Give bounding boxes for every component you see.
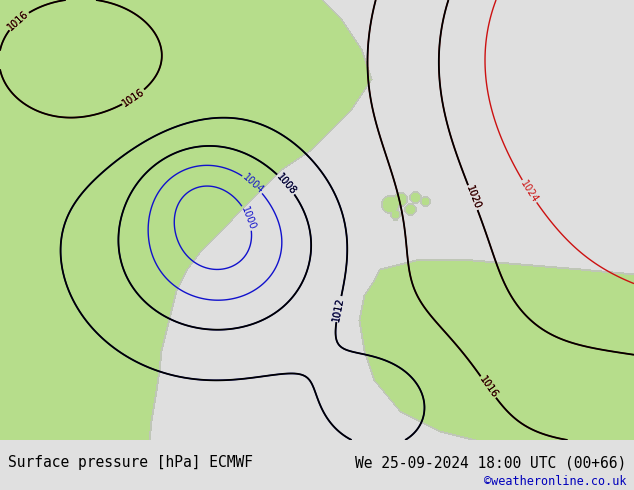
Text: We 25-09-2024 18:00 UTC (00+66): We 25-09-2024 18:00 UTC (00+66)	[355, 455, 626, 470]
Text: 1016: 1016	[6, 9, 31, 32]
Text: 1012: 1012	[332, 296, 346, 322]
Text: 1016: 1016	[477, 374, 500, 400]
Text: Surface pressure [hPa] ECMWF: Surface pressure [hPa] ECMWF	[8, 455, 252, 470]
Text: 1016: 1016	[120, 87, 146, 108]
Text: ©weatheronline.co.uk: ©weatheronline.co.uk	[484, 474, 626, 488]
Text: 1012: 1012	[332, 296, 346, 322]
Text: 1000: 1000	[239, 205, 257, 231]
Text: 1020: 1020	[464, 184, 482, 211]
Text: 1016: 1016	[477, 374, 500, 400]
Text: 1004: 1004	[240, 172, 265, 196]
Text: 1008: 1008	[275, 172, 298, 196]
Text: 1020: 1020	[464, 184, 482, 211]
Text: 1024: 1024	[519, 178, 540, 204]
Text: 1008: 1008	[275, 172, 298, 196]
Text: 1016: 1016	[120, 87, 146, 108]
Text: 1016: 1016	[6, 9, 31, 32]
